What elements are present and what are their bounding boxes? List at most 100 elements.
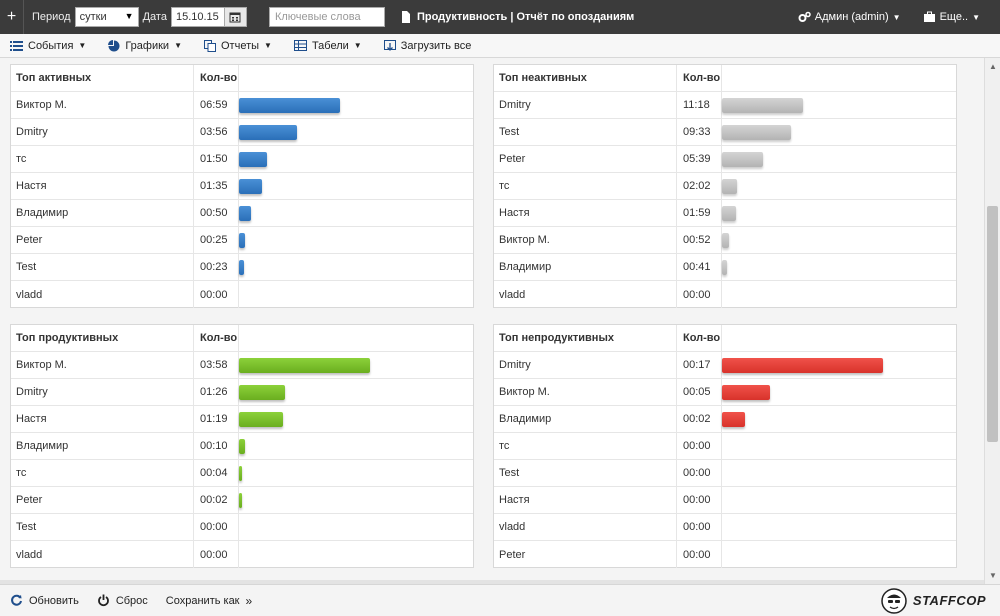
reset-button[interactable]: Сброс: [97, 594, 148, 607]
table-row[interactable]: Dmitry 11:18: [494, 92, 956, 119]
bar-cell: [722, 487, 956, 513]
table-row[interactable]: Владимир 00:50: [11, 200, 473, 227]
bottom-toolbar: Обновить Сброс Сохранить как » STAFFCOP: [0, 584, 1000, 616]
bar-column-header: [239, 325, 473, 351]
table-row[interactable]: Test 00:00: [11, 514, 473, 541]
bar-cell: [722, 514, 956, 540]
value-bar: [722, 151, 763, 167]
table-row[interactable]: Dmitry 03:56: [11, 119, 473, 146]
table-row[interactable]: Владимир 00:02: [494, 406, 956, 433]
caret-down-icon: ▼: [174, 41, 182, 50]
table-row[interactable]: Peter 00:25: [11, 227, 473, 254]
date-input[interactable]: 15.10.15: [170, 7, 225, 27]
table-row[interactable]: vladd 00:00: [11, 541, 473, 568]
table-row[interactable]: Peter 00:00: [494, 541, 956, 568]
table-row[interactable]: vladd 00:00: [494, 514, 956, 541]
bar-cell: [722, 460, 956, 486]
save-as-button[interactable]: Сохранить как »: [166, 594, 252, 608]
table-row[interactable]: Настя 01:19: [11, 406, 473, 433]
bar-column-header: [722, 65, 956, 91]
bar-cell: [239, 92, 473, 118]
more-menu[interactable]: Еще.. ▼: [923, 11, 980, 23]
vertical-scrollbar[interactable]: ▲ ▼: [984, 58, 1000, 584]
gears-icon: [798, 11, 811, 22]
caret-down-icon: ▼: [892, 12, 901, 22]
table-row[interactable]: Настя 01:35: [11, 173, 473, 200]
time-value: 01:26: [194, 379, 239, 405]
count-column-header: Кол-во: [194, 325, 239, 351]
scroll-down-icon[interactable]: ▼: [989, 571, 997, 580]
value-bar: [722, 259, 727, 275]
table-row[interactable]: Виктор М. 00:52: [494, 227, 956, 254]
reports-menu[interactable]: Отчеты ▼: [204, 39, 272, 52]
value-bar: [239, 259, 244, 275]
table-row[interactable]: тс 02:02: [494, 173, 956, 200]
table-row[interactable]: Test 00:23: [11, 254, 473, 281]
table-row[interactable]: Peter 00:02: [11, 487, 473, 514]
charts-menu[interactable]: Графики ▼: [108, 39, 182, 52]
count-column-header: Кол-во: [677, 325, 722, 351]
table-row[interactable]: Настя 01:59: [494, 200, 956, 227]
period-label: Период: [32, 11, 71, 23]
bar-cell: [239, 173, 473, 199]
period-select-value: сутки: [79, 11, 107, 23]
report-title: Продуктивность | Отчёт по опозданиям: [401, 11, 634, 23]
time-value: 05:39: [677, 146, 722, 172]
period-select[interactable]: сутки ▼: [74, 7, 139, 27]
refresh-icon: [11, 594, 22, 606]
table-row[interactable]: vladd 00:00: [494, 281, 956, 308]
add-button[interactable]: +: [0, 0, 24, 34]
refresh-button[interactable]: Обновить: [10, 594, 79, 607]
table-row[interactable]: Dmitry 01:26: [11, 379, 473, 406]
time-value: 01:19: [194, 406, 239, 432]
staffcop-logo: STAFFCOP: [881, 587, 986, 614]
table-row[interactable]: Test 09:33: [494, 119, 956, 146]
value-bar: [239, 205, 251, 221]
calendar-button[interactable]: [224, 7, 247, 27]
table-row[interactable]: тс 00:04: [11, 460, 473, 487]
scroll-up-icon[interactable]: ▲: [989, 62, 997, 71]
time-value: 00:04: [194, 460, 239, 486]
horizontal-scroll-strip[interactable]: [0, 580, 984, 584]
timesheets-menu[interactable]: Табели ▼: [293, 40, 362, 52]
time-value: 00:52: [677, 227, 722, 253]
value-bar: [239, 357, 370, 373]
table-row[interactable]: Dmitry 00:17: [494, 352, 956, 379]
user-name: Dmitry: [494, 92, 677, 118]
user-name: тс: [11, 146, 194, 172]
time-value: 00:02: [194, 487, 239, 513]
table-row[interactable]: Владимир 00:41: [494, 254, 956, 281]
user-name: Владимир: [11, 200, 194, 226]
table-row[interactable]: Виктор М. 06:59: [11, 92, 473, 119]
scrollbar-thumb[interactable]: [987, 206, 998, 442]
user-name: Peter: [494, 146, 677, 172]
value-bar: [239, 465, 242, 481]
user-menu[interactable]: Админ (admin) ▼: [798, 11, 901, 23]
agent-logo-icon: [881, 587, 907, 614]
top-active-panel: Топ активных Кол-во Виктор М. 06:59 Dmitry 03…: [10, 64, 474, 308]
load-all-button[interactable]: Загрузить все: [383, 39, 471, 52]
panel-header-row: Топ неактивных Кол-во: [494, 65, 956, 92]
table-row[interactable]: тс 00:00: [494, 433, 956, 460]
panel-header-row: Топ активных Кол-во: [11, 65, 473, 92]
value-bar: [722, 357, 883, 373]
table-row[interactable]: Владимир 00:10: [11, 433, 473, 460]
table-row[interactable]: Peter 05:39: [494, 146, 956, 173]
bar-cell: [239, 146, 473, 172]
table-row[interactable]: Виктор М. 00:05: [494, 379, 956, 406]
events-menu[interactable]: События ▼: [10, 40, 86, 52]
table-row[interactable]: тс 01:50: [11, 146, 473, 173]
value-bar: [239, 151, 267, 167]
table-row[interactable]: Test 00:00: [494, 460, 956, 487]
table-row[interactable]: Настя 00:00: [494, 487, 956, 514]
time-value: 00:17: [677, 352, 722, 378]
reports-menu-label: Отчеты: [221, 39, 260, 52]
user-name: Настя: [494, 487, 677, 513]
caret-down-icon: ▼: [972, 12, 980, 22]
bar-cell: [239, 514, 473, 540]
more-menu-label: Еще..: [939, 11, 969, 23]
keywords-input[interactable]: Ключевые слова: [268, 7, 385, 27]
table-row[interactable]: Виктор М. 03:58: [11, 352, 473, 379]
table-row[interactable]: vladd 00:00: [11, 281, 473, 308]
user-name: Dmitry: [11, 379, 194, 405]
